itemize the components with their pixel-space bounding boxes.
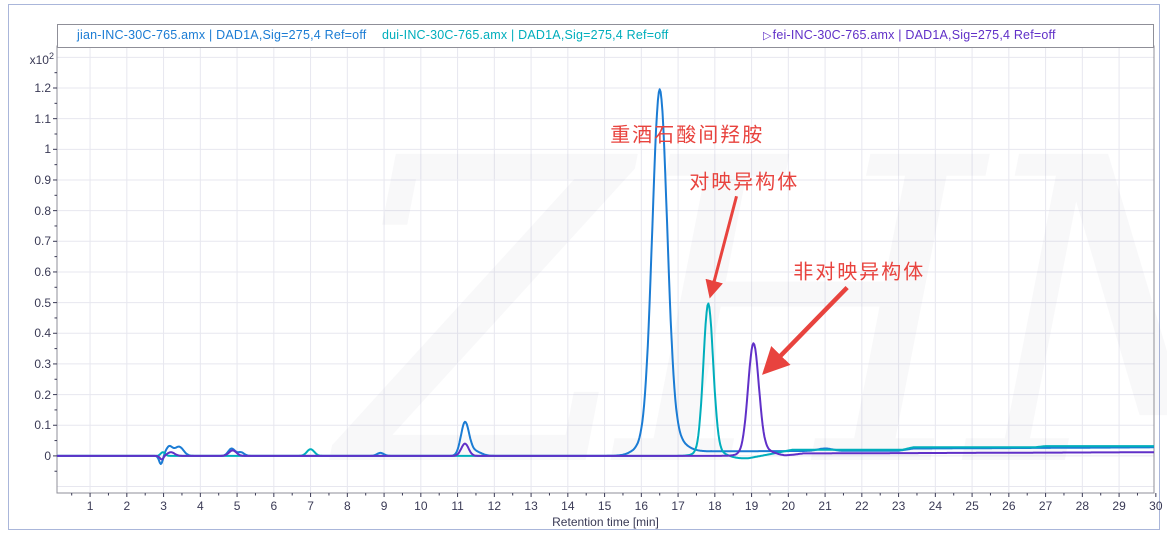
x-tick-label: 30: [1149, 499, 1163, 513]
x-tick-label: 10: [414, 499, 428, 513]
y-tick-label: 0.3: [34, 356, 51, 371]
x-tick-label: 20: [781, 499, 795, 513]
x-axis-title: Retention time [min]: [552, 515, 659, 529]
y-tick-label: 0: [44, 448, 51, 463]
x-tick-label: 24: [928, 499, 942, 513]
y-tick-label: 1: [44, 142, 51, 157]
y-tick-label: 0.9: [34, 172, 51, 187]
x-tick-label: 8: [343, 499, 351, 513]
x-tick-label: 4: [196, 499, 204, 513]
y-axis-multiplier: x102: [29, 51, 54, 67]
x-tick-label: 13: [524, 499, 538, 513]
legend-label-dui: dui-INC-30C-765.amx | DAD1A,Sig=275,4 Re…: [382, 28, 669, 42]
legend-label-fei: fei-INC-30C-765.amx | DAD1A,Sig=275,4 Re…: [772, 28, 1056, 42]
x-tick-label: 19: [744, 499, 759, 513]
x-tick-label: 28: [1075, 499, 1089, 513]
x-tick-label: 25: [965, 499, 979, 513]
x-tick-label: 14: [561, 499, 575, 513]
x-tick-label: 29: [1112, 499, 1126, 513]
x-tick-label: 7: [307, 499, 314, 513]
annotation-diastereomer: 非对映异构体: [793, 261, 926, 284]
x-tick-label: 18: [708, 499, 722, 513]
y-tick-label: 0.1: [34, 418, 51, 433]
x-tick-label: 21: [818, 499, 832, 513]
x-tick-label: 23: [891, 499, 906, 513]
x-tick-label: 3: [160, 499, 167, 513]
selected-signal-triangle-icon: ▷: [763, 30, 772, 42]
y-tick-label: 0.2: [34, 387, 51, 402]
x-tick-label: 17: [671, 499, 685, 513]
y-tick-label: 0.6: [34, 264, 51, 279]
legend-item-fei[interactable]: ▷fei-INC-30C-765.amx | DAD1A,Sig=275,4 R…: [763, 28, 1056, 42]
annotation-arrow-2: [762, 286, 849, 375]
x-tick-label: 9: [380, 499, 388, 513]
y-tick-label: 1.2: [34, 81, 51, 95]
x-tick-label: 16: [634, 499, 648, 513]
x-tick-label: 12: [487, 499, 501, 513]
x-tick-label: 6: [270, 499, 278, 513]
annotation-enantiomer: 对映异构体: [689, 171, 800, 194]
trace-fei: [56, 342, 1155, 461]
legend-item-jian[interactable]: jian-INC-30C-765.amx | DAD1A,Sig=275,4 R…: [76, 28, 366, 42]
x-tick-label: 26: [1002, 499, 1016, 513]
y-tick-label: 0.8: [34, 203, 51, 218]
y-tick-label: 1.1: [34, 111, 51, 126]
x-tick-label: 1: [86, 499, 94, 513]
annotation-arrow-1: [705, 195, 738, 299]
x-tick-label: 27: [1038, 499, 1053, 513]
annotation-metaraminol-bitartrate: 重酒石酸间羟胺: [610, 124, 765, 147]
legend-label-jian: jian-INC-30C-765.amx | DAD1A,Sig=275,4 R…: [77, 28, 367, 42]
x-tick-label: 22: [855, 499, 869, 513]
y-tick-label: 0.7: [34, 234, 51, 249]
legend-header-band: jian-INC-30C-765.amx | DAD1A,Sig=275,4 R…: [57, 24, 1154, 48]
watermark: ZHM: [327, 71, 1167, 548]
legend-item-dui[interactable]: dui-INC-30C-765.amx | DAD1A,Sig=275,4 Re…: [381, 28, 668, 42]
x-tick-label: 11: [451, 499, 464, 513]
y-tick-label: 0.5: [34, 295, 51, 310]
y-tick-label: 0.4: [34, 326, 51, 341]
x-tick-label: 2: [123, 499, 131, 513]
x-tick-label: 15: [597, 499, 612, 513]
x-tick-label: 5: [233, 499, 241, 513]
